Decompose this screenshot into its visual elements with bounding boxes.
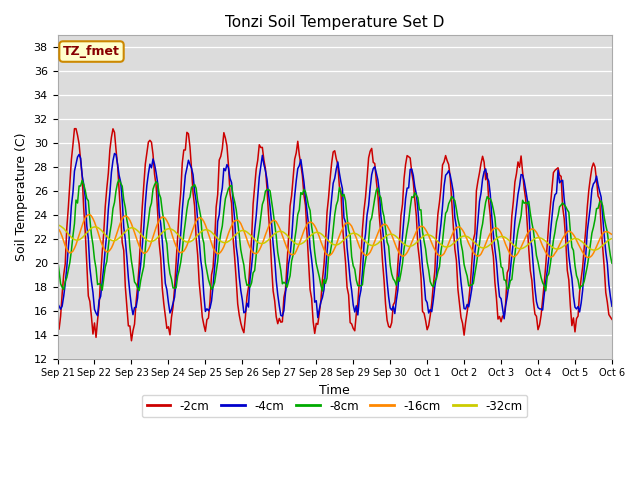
Line: -2cm: -2cm [58,129,612,341]
Legend: -2cm, -4cm, -8cm, -16cm, -32cm: -2cm, -4cm, -8cm, -16cm, -32cm [142,395,527,417]
Text: TZ_fmet: TZ_fmet [63,45,120,58]
-16cm [389,236,397,242]
-2cm [54,324,61,329]
-4cm [371,164,379,169]
-8cm [372,187,380,193]
-8cm [608,260,616,266]
Line: -4cm: -4cm [58,154,612,319]
Line: -8cm: -8cm [58,180,612,291]
X-axis label: Time: Time [319,384,350,397]
-8cm [54,255,61,261]
-32cm [589,247,597,253]
-2cm [160,301,168,307]
-4cm [159,238,166,243]
Y-axis label: Soil Temperature (C): Soil Temperature (C) [15,132,28,261]
-2cm [608,316,616,322]
-2cm [391,299,399,305]
-32cm [54,222,61,228]
-4cm [111,151,118,156]
-32cm [540,237,548,243]
-2cm [403,153,411,158]
-4cm [543,268,551,274]
-4cm [402,196,410,202]
-16cm [542,250,550,255]
-8cm [543,274,551,279]
Title: Tonzi Soil Temperature Set D: Tonzi Soil Temperature Set D [225,15,444,30]
-16cm [159,214,166,220]
-16cm [86,212,93,217]
-32cm [400,241,408,247]
-2cm [543,241,551,247]
-32cm [369,243,377,249]
-4cm [69,190,77,195]
-8cm [403,227,411,233]
-8cm [159,208,166,214]
-32cm [157,231,164,237]
-2cm [127,338,135,344]
-8cm [391,278,399,284]
-4cm [54,300,61,306]
-2cm [72,126,80,132]
Line: -32cm: -32cm [58,225,612,250]
-16cm [608,231,616,237]
-32cm [608,236,616,241]
-32cm [388,231,396,237]
-8cm [319,288,326,294]
-4cm [500,316,508,322]
Line: -16cm: -16cm [58,215,612,257]
-2cm [372,178,380,184]
-16cm [402,252,410,257]
-4cm [608,303,616,309]
-16cm [69,248,77,254]
-8cm [69,233,77,239]
-16cm [584,254,591,260]
-8cm [115,177,123,182]
-16cm [371,238,379,244]
-4cm [389,303,397,309]
-16cm [54,226,61,232]
-32cm [69,236,77,241]
-2cm [69,142,77,148]
